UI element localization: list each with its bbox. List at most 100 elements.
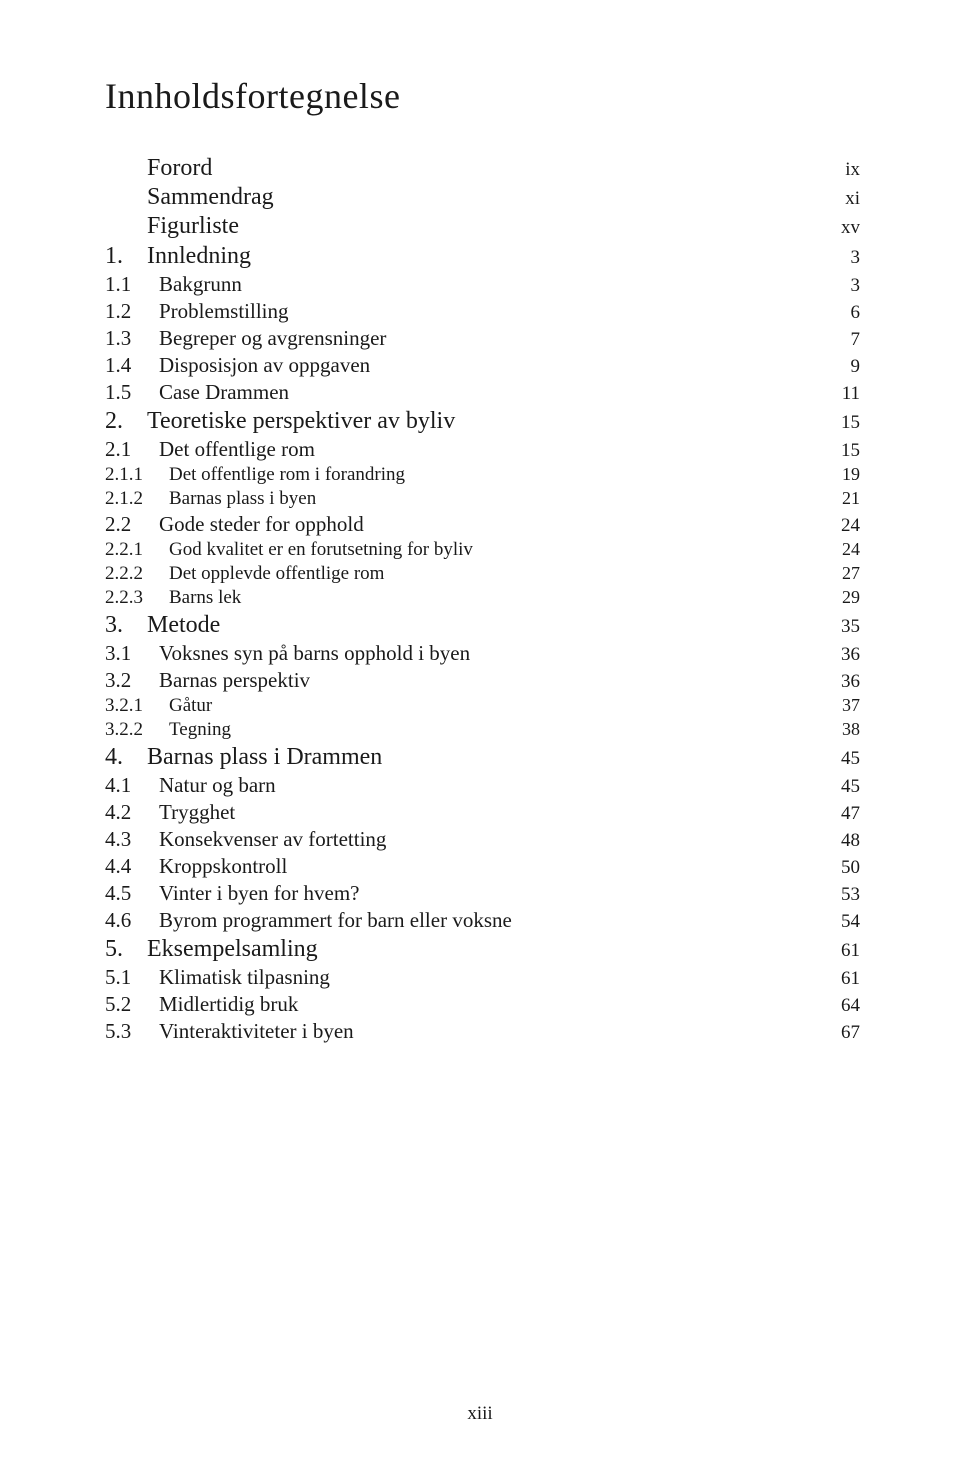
toc-entry: 4.2Trygghet 47 [105,800,860,825]
toc-entry-left: 4.2Trygghet [105,800,235,825]
toc-entry-number: 2.1.1 [105,464,169,486]
toc-entry-left: 1.2Problemstilling [105,299,289,324]
toc-entry-text: Forord [105,155,212,182]
toc-entry-number: 4.1 [105,773,159,798]
toc-entry-text: Gåtur [169,695,212,717]
toc-entry-text: Trygghet [159,800,235,825]
toc-entry-left: 2.2Gode steder for opphold [105,512,364,537]
toc-entry-number: 3.2 [105,668,159,693]
toc-entry-left: 2.Teoretiske perspektiver av byliv [105,408,455,435]
toc-entry-page: 36 [841,671,860,693]
toc-entry-number: 2.2.1 [105,539,169,561]
toc-entry: 3.2Barnas perspektiv 36 [105,668,860,693]
toc-entry: 3.Metode 35 [105,612,860,639]
toc-entry-left: 3.2Barnas perspektiv [105,668,310,693]
toc-entry-page: 45 [841,748,860,770]
toc-entry-number: 4.6 [105,908,159,933]
toc-entry: Forord ix [105,155,860,182]
toc-entry-left: 3.Metode [105,612,220,639]
toc-entry-number: 5.2 [105,992,159,1017]
toc-entry: 1.Innledning3 [105,243,860,270]
toc-entry-number: 1.1 [105,272,159,297]
toc-entry-number: 2.1.2 [105,488,169,510]
toc-entry-left: 2.1.1Det offentlige rom i forandring [105,464,405,486]
toc-entry-left: 2.1Det offentlige rom [105,437,315,462]
footer-page-number: xiii [0,1403,960,1425]
toc-entry: 1.1Bakgrunn 3 [105,272,860,297]
toc-entry-page: xv [841,217,860,239]
toc-entry-number: 1.2 [105,299,159,324]
toc-entry-page: 11 [842,383,860,405]
toc-entry: 2.1.1Det offentlige rom i forandring19 [105,464,860,486]
toc-entry-page: 53 [841,884,860,906]
toc-entry-number: 1.4 [105,353,159,378]
toc-entry: 4.1Natur og barn 45 [105,773,860,798]
toc-entry: 2.1Det offentlige rom 15 [105,437,860,462]
toc-entry-page: ix [845,159,860,181]
toc-entry-text: Det opplevde offentlige rom [169,563,384,585]
toc-entry-left: 4.3Konsekvenser av fortetting [105,827,386,852]
toc-entry-text: Midlertidig bruk [159,992,298,1017]
toc-entry-page: 21 [842,488,860,509]
toc-entry-page: 15 [841,412,860,434]
toc-entry-page: 38 [842,719,860,740]
toc-entry: 2.2Gode steder for opphold 24 [105,512,860,537]
toc-entry-page: 47 [841,803,860,825]
toc-entry: 5.1Klimatisk tilpasning 61 [105,965,860,990]
toc-entry-left: 4.6Byrom programmert for barn eller voks… [105,908,512,933]
toc-entry-text: Figurliste [105,213,239,240]
toc-entry: 5.2Midlertidig bruk 64 [105,992,860,1017]
toc-entry-text: Voksnes syn på barns opphold i byen [159,641,470,666]
toc-entry-number: 2.2.3 [105,587,169,609]
toc-entry-number: 4.5 [105,881,159,906]
toc-entry-page: 35 [841,616,860,638]
toc-entry-left: 1.3Begreper og avgrensninger [105,326,386,351]
toc-entry-page: 9 [851,356,861,378]
toc-entry-number: 5.1 [105,965,159,990]
toc-entry-page: xi [845,188,860,210]
toc-entry: 3.1Voksnes syn på barns opphold i byen36 [105,641,860,666]
toc-entry-left: Sammendrag [105,184,274,211]
toc-entry-number: 2.2 [105,512,159,537]
toc-entry-number: 1.3 [105,326,159,351]
toc-entry-left: 3.2.2Tegning [105,719,231,741]
toc-entry: 2.Teoretiske perspektiver av byliv 15 [105,408,860,435]
toc-entry-number: 3.2.2 [105,719,169,741]
toc-entry-page: 64 [841,995,860,1017]
toc-entry-text: Gode steder for opphold [159,512,364,537]
toc-entry-number: 4.3 [105,827,159,852]
toc-entry-text: Kroppskontroll [159,854,287,879]
toc-entry-number: 1. [105,243,147,270]
toc-entry-page: 45 [841,776,860,798]
toc-entry-text: Metode [147,612,220,639]
toc-entry: 4.3Konsekvenser av fortetting48 [105,827,860,852]
toc-entry-text: Eksempelsamling [147,936,318,963]
toc-entry-text: Barnas perspektiv [159,668,310,693]
toc-entry-text: Vinteraktiviteter i byen [159,1019,354,1044]
toc-entry-number: 3. [105,612,147,639]
toc-entry-text: Det offentlige rom i forandring [169,464,405,486]
toc-entry-page: 3 [851,275,861,297]
toc-entry-page: 6 [851,302,861,324]
toc-entry: 5.3Vinteraktiviteter i byen67 [105,1019,860,1044]
toc-entry-text: Problemstilling [159,299,289,324]
toc-entry-left: 2.2.2Det opplevde offentlige rom [105,563,384,585]
toc-entry-left: 5.1Klimatisk tilpasning [105,965,330,990]
toc-entry-page: 24 [841,515,860,537]
toc-entry: 4.6Byrom programmert for barn eller voks… [105,908,860,933]
toc-entry-page: 15 [841,440,860,462]
toc-entry-left: 1.1Bakgrunn [105,272,242,297]
toc-entry-page: 7 [851,329,861,351]
toc-entry-number: 1.5 [105,380,159,405]
toc-entry-page: 36 [841,644,860,666]
toc-entry-page: 61 [841,968,860,990]
toc-entry-number: 2.2.2 [105,563,169,585]
toc-entry-text: Natur og barn [159,773,276,798]
toc-entry-text: Barnas plass i byen [169,488,316,510]
toc-entry: 3.2.1Gåtur37 [105,695,860,717]
toc-entry: 3.2.2Tegning 38 [105,719,860,741]
toc-entry-page: 61 [841,940,860,962]
toc-entry: Figurliste xv [105,213,860,240]
toc-entry-number: 2. [105,408,147,435]
toc-entry-left: 4.1Natur og barn [105,773,276,798]
